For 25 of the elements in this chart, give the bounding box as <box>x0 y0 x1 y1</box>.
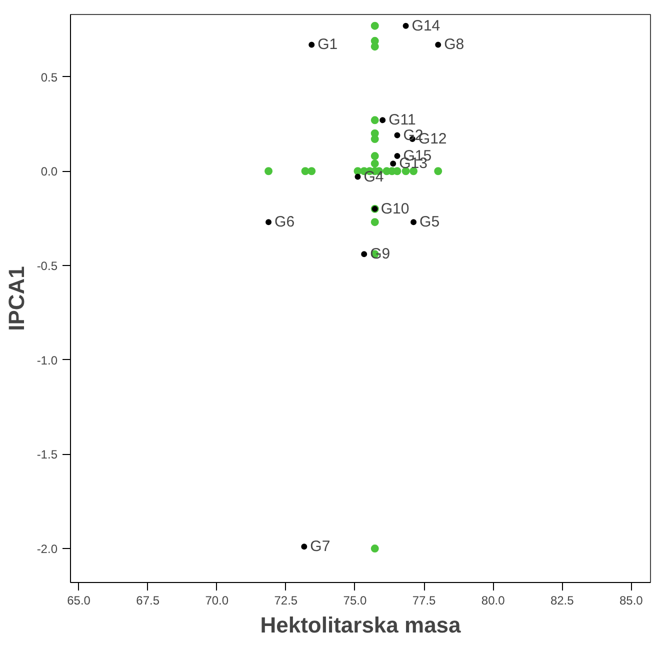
annotation: G6 <box>274 214 295 231</box>
y-axis-title: IPCA1 <box>4 266 29 331</box>
annotation: G5 <box>420 214 440 231</box>
annotation: G1 <box>318 36 338 54</box>
x-tick-label: 72.5 <box>274 594 298 608</box>
annotation: G10 <box>380 200 410 218</box>
y-tick-label: -0.5 <box>36 258 58 273</box>
x-tick-label: 80.0 <box>481 594 506 608</box>
annotation: G7 <box>310 538 330 556</box>
annotation: G14 <box>412 17 440 34</box>
y-tick-label: -1.0 <box>36 353 58 368</box>
x-tick-label: 85.0 <box>619 594 644 608</box>
y-tick-label: -2.0 <box>36 542 58 556</box>
x-tick-label: 82.5 <box>550 594 574 608</box>
annotation: G11 <box>388 112 416 129</box>
x-tick-label: 77.5 <box>412 594 436 608</box>
x-axis-title: Hektolitarska masa <box>260 612 462 638</box>
x-tick-label: 70.0 <box>205 594 229 608</box>
x-tick-label: 75.0 <box>343 594 367 608</box>
y-tick-label: 0.5 <box>40 70 58 84</box>
y-tick-label: 0.0 <box>40 164 58 179</box>
y-tick-label: -1.5 <box>36 448 58 462</box>
x-tick-label: 67.5 <box>136 594 160 608</box>
annotation: G8 <box>444 36 464 54</box>
x-tick-label: 65.0 <box>67 594 91 608</box>
